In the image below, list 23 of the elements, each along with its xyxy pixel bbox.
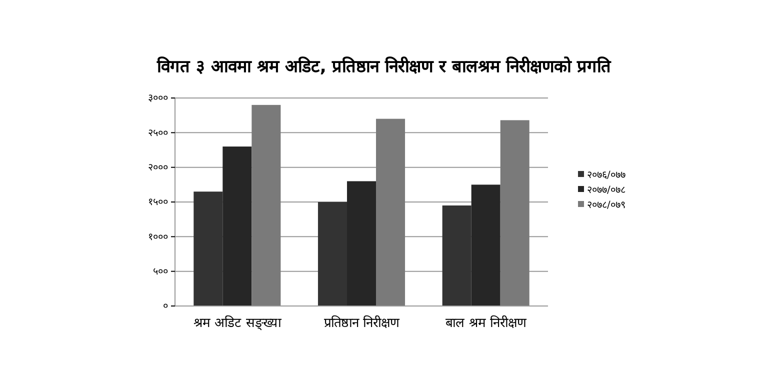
bar bbox=[346, 181, 376, 306]
bar bbox=[471, 184, 500, 306]
chart-title: विगत ३ आवमा श्रम अडिट, प्रतिष्ठान निरीक्षण र बालश्रम निरीक्षणको प्रगति bbox=[156, 56, 612, 77]
legend-label: २०७६/०७७ bbox=[587, 170, 626, 181]
y-tick-label: ३००० bbox=[148, 93, 168, 104]
bar bbox=[318, 202, 347, 306]
x-tick-label: श्रम अडिट सङ्ख्या bbox=[194, 315, 282, 332]
legend-label: २०७८/०७९ bbox=[587, 200, 626, 211]
y-tick-label: २५०० bbox=[148, 128, 168, 139]
y-tick-label: ५०० bbox=[153, 266, 168, 278]
bar bbox=[252, 104, 281, 306]
y-tick-label: ० bbox=[163, 301, 168, 312]
bar bbox=[376, 118, 406, 306]
bar bbox=[500, 120, 530, 306]
bar bbox=[442, 205, 472, 306]
x-tick-label: प्रतिष्ठान निरीक्षण bbox=[324, 315, 400, 332]
legend-label: २०७७/०७८ bbox=[587, 185, 626, 196]
bar bbox=[194, 192, 223, 306]
y-tick-label: १००० bbox=[148, 232, 168, 243]
x-tick-label: बाल श्रम निरीक्षण bbox=[446, 315, 527, 332]
bar bbox=[222, 146, 252, 306]
y-tick-label: २००० bbox=[148, 162, 168, 174]
y-tick-label: १५०० bbox=[148, 197, 168, 208]
